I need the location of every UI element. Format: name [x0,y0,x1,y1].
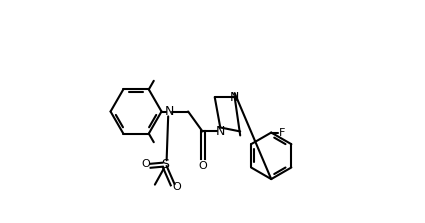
Text: S: S [161,158,169,171]
Text: F: F [279,128,285,138]
Text: N: N [230,91,239,104]
Text: O: O [198,161,207,171]
Text: O: O [141,159,150,169]
Text: O: O [172,182,181,192]
Text: N: N [164,105,174,118]
Text: N: N [215,125,225,138]
